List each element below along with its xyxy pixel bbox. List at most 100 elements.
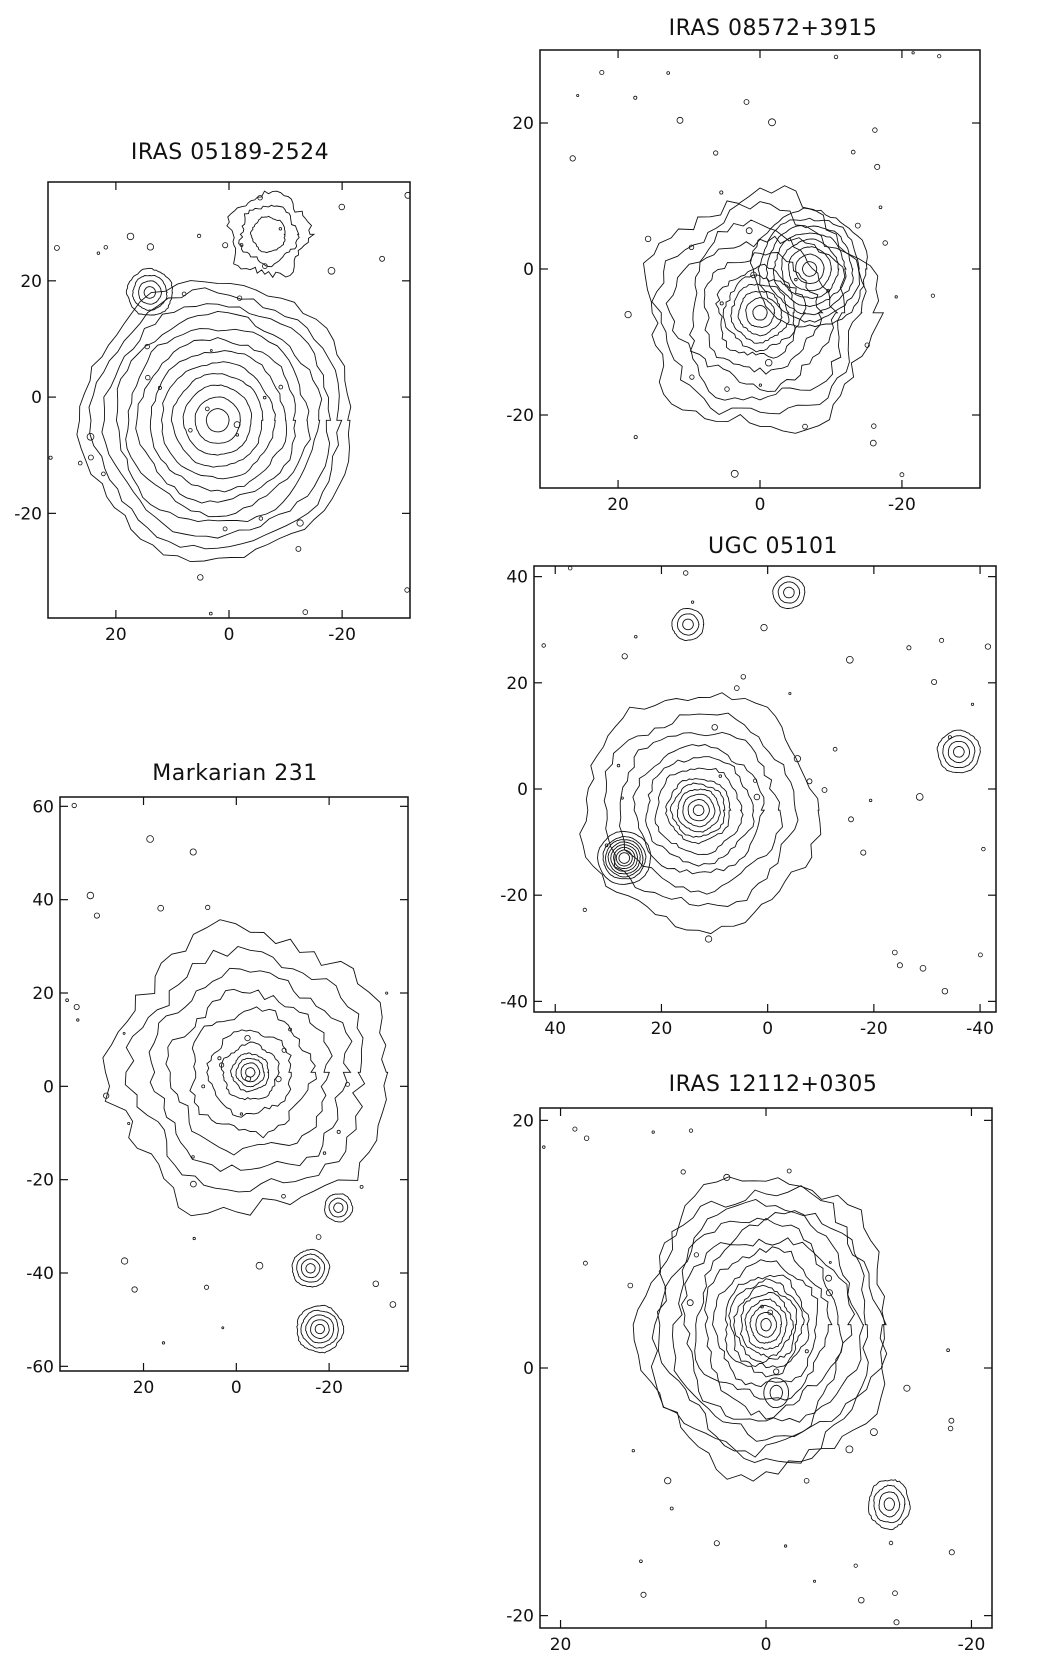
noise-contour — [88, 454, 94, 461]
contour-nucleus — [125, 328, 311, 518]
noise-contour — [258, 516, 264, 521]
noise-contour — [915, 793, 924, 801]
noise-contour — [858, 1597, 865, 1604]
noise-contour — [205, 904, 211, 910]
noise-contour — [379, 255, 386, 262]
contour-nucleus-south — [715, 263, 807, 359]
contour-nucleus-north — [788, 246, 833, 292]
noise-contour — [146, 835, 154, 843]
noise-contour — [131, 1286, 138, 1293]
noise-contour — [689, 374, 695, 380]
contour-bright-star — [618, 852, 631, 864]
noise-contour — [278, 227, 283, 231]
contour-star-east — [942, 735, 976, 769]
noise-contour — [624, 310, 632, 319]
noise-contour — [295, 545, 302, 552]
contour-nucleus — [682, 793, 716, 828]
noise-contour — [146, 243, 154, 251]
noise-contour — [219, 1062, 225, 1068]
noise-contour — [753, 793, 761, 801]
noise-contour — [93, 912, 100, 919]
noise-contour — [640, 1591, 647, 1598]
noise-contour — [203, 1284, 209, 1290]
noise-contour — [939, 637, 945, 643]
noise-contour — [946, 1348, 950, 1353]
contour-nucleus-south — [651, 201, 867, 416]
noise-contour — [937, 54, 942, 59]
contour-nucleus — [88, 287, 343, 550]
panel-iras12112: IRAS 12112+0305 20 0 -20 20 0 -20 — [490, 1068, 1056, 1661]
noise-contour — [205, 406, 210, 412]
contour-nucleus — [619, 732, 783, 895]
noise-contour — [281, 1047, 287, 1053]
noise-contour — [389, 1301, 397, 1308]
contour-nucleus — [645, 756, 755, 867]
x-tick-label: -20 — [328, 625, 356, 645]
contour-plot: 40 20 0 -20 -40 40 20 0 -20 -40 — [500, 565, 997, 1039]
noise-contour — [576, 94, 580, 98]
contour-companion — [132, 275, 168, 311]
contour-nucleus-south — [643, 185, 885, 434]
contour-plot: 20 0 -20 20 0 -20 — [506, 49, 981, 515]
y-tick-label: -40 — [26, 1264, 54, 1284]
noise-contour — [854, 222, 861, 229]
noise-contour — [336, 1129, 341, 1134]
contour-nucleus — [170, 373, 264, 468]
x-tick-label: 20 — [105, 625, 127, 645]
noise-contour — [126, 232, 135, 241]
contour-star-s — [291, 1248, 331, 1288]
noise-contour — [103, 1092, 110, 1099]
contour-star-north2 — [671, 608, 705, 641]
y-tick-label: 40 — [32, 891, 54, 911]
x-tick-label: 0 — [762, 1019, 773, 1039]
noise-contour — [832, 746, 838, 752]
noise-contour — [315, 1234, 322, 1240]
noise-contour — [599, 70, 605, 76]
contour-ne-clump — [250, 215, 286, 254]
noise-contour — [745, 227, 753, 235]
contour-star-se — [328, 1197, 349, 1218]
noise-contour — [235, 433, 239, 437]
noise-contour — [278, 384, 284, 390]
noise-contour — [322, 1151, 327, 1155]
noise-contour — [825, 1274, 833, 1282]
noise-contour — [327, 267, 336, 275]
contour-star-north2 — [682, 618, 694, 631]
contour-nucleus-north — [739, 1291, 794, 1359]
noise-contour — [404, 191, 410, 199]
noise-contour — [275, 1075, 282, 1083]
contour-nucleus — [124, 945, 366, 1193]
panel-title: IRAS 12112+0305 — [668, 1072, 878, 1097]
contour-star-sw — [305, 1314, 335, 1344]
contour-star-s — [296, 1253, 326, 1283]
x-tick-label: 0 — [755, 495, 766, 515]
contour-nucleus-south — [722, 274, 796, 353]
plot-frame — [59, 796, 409, 1372]
contour-group — [569, 51, 942, 478]
noise-contour — [894, 295, 898, 299]
contour-nucleus-north — [757, 217, 860, 323]
noise-contour — [255, 1261, 264, 1270]
noise-contour — [338, 203, 345, 211]
y-tick-label: -20 — [26, 1171, 54, 1191]
contour-companion — [143, 286, 156, 299]
noise-contour — [181, 291, 187, 297]
contour-bright-star — [613, 846, 636, 870]
noise-contour — [190, 1180, 197, 1188]
noise-contour — [765, 359, 773, 367]
panel-title: IRAS 05189-2524 — [130, 140, 330, 165]
noise-contour — [724, 386, 730, 392]
noise-contour — [821, 787, 828, 793]
x-tick-label: 0 — [231, 1378, 242, 1398]
contour-nucleus-north — [724, 1274, 810, 1378]
contour-group — [65, 802, 397, 1354]
noise-contour — [73, 1003, 80, 1010]
contour-nucleus — [194, 396, 241, 444]
noise-contour — [860, 849, 867, 856]
noise-contour — [853, 1563, 858, 1568]
contour-star-east — [947, 740, 970, 764]
y-tick-label: 40 — [506, 568, 528, 588]
noise-contour — [222, 242, 229, 249]
noise-contour — [930, 293, 935, 298]
contour-nucleus — [632, 744, 766, 875]
